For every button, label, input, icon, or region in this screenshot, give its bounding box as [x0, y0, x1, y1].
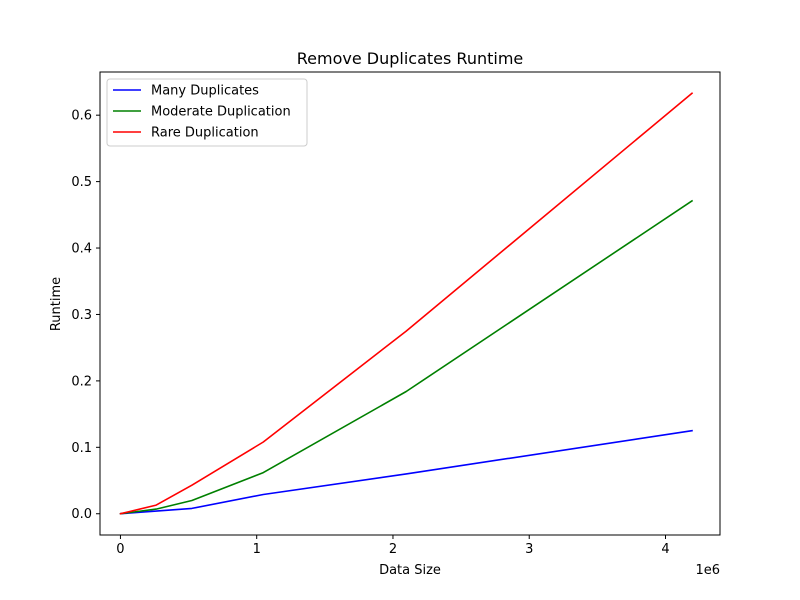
- x-tick-label: 1: [253, 542, 261, 557]
- x-tick-label: 3: [525, 542, 533, 557]
- x-axis-label: Data Size: [379, 563, 441, 578]
- y-tick-label: 0.1: [71, 441, 92, 456]
- y-axis-label: Runtime: [49, 277, 64, 331]
- y-tick-label: 0.0: [71, 507, 92, 522]
- legend-label: Moderate Duplication: [151, 105, 291, 120]
- x-tick-label: 2: [389, 542, 397, 557]
- legend-label: Many Duplicates: [151, 84, 259, 99]
- y-tick-label: 0.2: [71, 374, 92, 389]
- y-tick-label: 0.6: [71, 109, 92, 124]
- legend-label: Rare Duplication: [151, 126, 259, 141]
- legend: Many Duplicates Moderate Duplication Rare …: [107, 79, 307, 146]
- x-tick-label: 4: [661, 542, 669, 557]
- y-tick-label: 0.5: [71, 175, 92, 190]
- x-tick-label: 0: [116, 542, 124, 557]
- y-tick-label: 0.3: [71, 308, 92, 323]
- chart-title: Remove Duplicates Runtime: [297, 49, 524, 68]
- y-tick-label: 0.4: [71, 242, 92, 257]
- x-axis-offset-label: 1e6: [695, 563, 720, 578]
